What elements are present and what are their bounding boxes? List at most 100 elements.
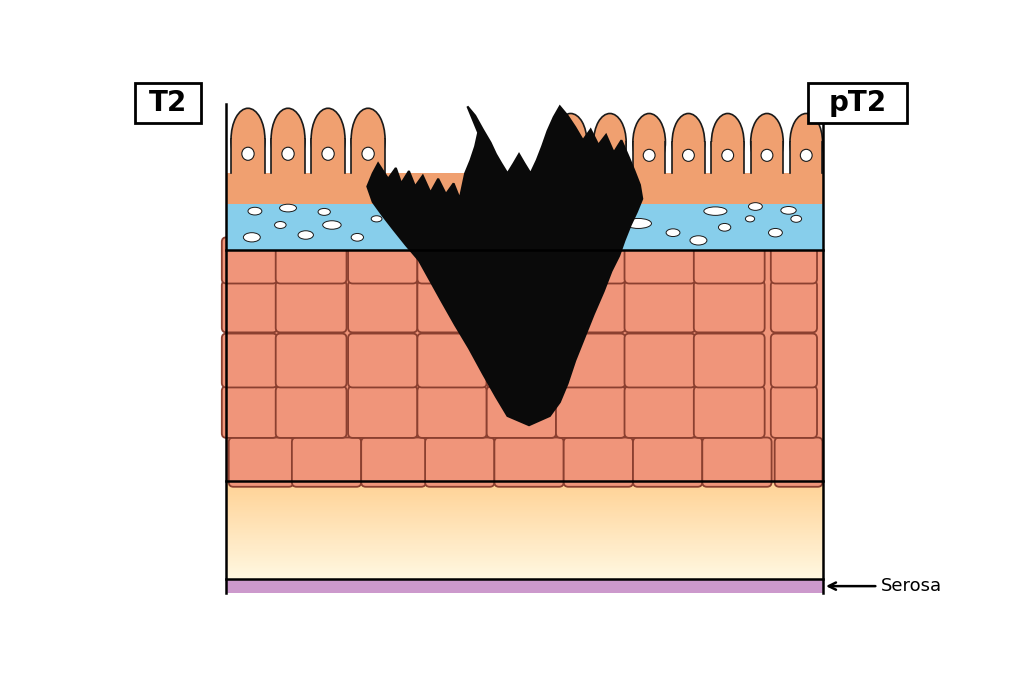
Ellipse shape [242, 147, 254, 160]
Bar [227, 553, 823, 555]
Bar [227, 485, 823, 487]
Bar [227, 568, 823, 570]
Ellipse shape [625, 219, 651, 228]
Bar [227, 497, 823, 499]
FancyBboxPatch shape [633, 437, 702, 487]
Bar [227, 570, 823, 572]
Ellipse shape [781, 207, 796, 214]
Bar [672, 142, 704, 173]
FancyBboxPatch shape [694, 386, 765, 438]
Bar [227, 579, 823, 593]
Ellipse shape [703, 207, 727, 215]
Ellipse shape [682, 149, 694, 161]
Ellipse shape [769, 228, 782, 237]
FancyBboxPatch shape [276, 386, 346, 438]
Ellipse shape [311, 108, 345, 171]
Bar [227, 488, 823, 490]
FancyBboxPatch shape [348, 333, 418, 387]
Bar [227, 524, 823, 526]
FancyBboxPatch shape [418, 333, 487, 387]
FancyBboxPatch shape [771, 333, 817, 387]
Ellipse shape [565, 149, 577, 161]
Ellipse shape [323, 221, 341, 230]
Ellipse shape [750, 113, 783, 171]
Bar [227, 545, 823, 547]
Bar [227, 543, 823, 545]
Bar [554, 142, 587, 173]
Bar [227, 518, 823, 520]
Bar [227, 571, 823, 573]
Bar [227, 554, 823, 556]
Bar [227, 574, 823, 576]
Ellipse shape [748, 202, 763, 211]
Bar [633, 142, 666, 173]
Bar [227, 544, 823, 546]
Text: T2: T2 [149, 89, 187, 117]
Bar [227, 536, 823, 537]
Polygon shape [368, 107, 642, 425]
FancyBboxPatch shape [348, 386, 418, 438]
Bar [227, 493, 823, 495]
Bar [227, 562, 823, 564]
Bar [227, 521, 823, 523]
FancyBboxPatch shape [487, 386, 556, 438]
Ellipse shape [554, 113, 587, 171]
Bar [227, 517, 823, 519]
Bar [227, 574, 823, 576]
Bar [227, 495, 823, 497]
Bar [227, 500, 823, 502]
Bar [227, 566, 823, 568]
Ellipse shape [319, 209, 331, 215]
Bar [227, 511, 823, 513]
FancyBboxPatch shape [222, 386, 278, 438]
Ellipse shape [719, 223, 731, 231]
FancyBboxPatch shape [276, 281, 346, 332]
Bar [227, 505, 823, 507]
FancyBboxPatch shape [418, 281, 487, 332]
Bar [227, 548, 823, 550]
Bar [227, 576, 823, 578]
FancyBboxPatch shape [276, 333, 346, 387]
Bar [227, 551, 823, 553]
Bar [227, 531, 823, 533]
Bar [750, 142, 783, 173]
Bar [227, 523, 823, 525]
FancyBboxPatch shape [771, 238, 817, 284]
Bar [227, 533, 823, 535]
Bar [227, 503, 823, 505]
FancyBboxPatch shape [556, 281, 625, 332]
FancyBboxPatch shape [494, 437, 564, 487]
FancyBboxPatch shape [625, 238, 695, 284]
FancyBboxPatch shape [348, 281, 418, 332]
FancyBboxPatch shape [771, 386, 817, 438]
Bar [227, 568, 823, 570]
Ellipse shape [633, 113, 666, 171]
Ellipse shape [351, 108, 385, 171]
Bar [593, 142, 626, 173]
Bar [227, 487, 823, 489]
Bar [790, 142, 823, 173]
Bar [227, 532, 823, 534]
Bar [227, 550, 823, 552]
FancyBboxPatch shape [229, 437, 293, 487]
Bar [227, 494, 823, 496]
Ellipse shape [282, 147, 294, 160]
Ellipse shape [672, 113, 704, 171]
FancyBboxPatch shape [292, 437, 361, 487]
Text: pT2: pT2 [828, 89, 886, 117]
Ellipse shape [790, 113, 823, 171]
Bar [227, 482, 823, 484]
Ellipse shape [231, 108, 264, 171]
Bar [227, 529, 823, 531]
Bar [227, 572, 823, 574]
Bar [227, 527, 823, 529]
FancyBboxPatch shape [425, 437, 494, 487]
FancyBboxPatch shape [625, 281, 695, 332]
Bar [227, 489, 823, 491]
FancyBboxPatch shape [694, 333, 765, 387]
Ellipse shape [745, 216, 755, 222]
Bar [351, 139, 385, 173]
FancyBboxPatch shape [625, 333, 695, 387]
FancyBboxPatch shape [694, 281, 765, 332]
Bar [227, 537, 823, 539]
